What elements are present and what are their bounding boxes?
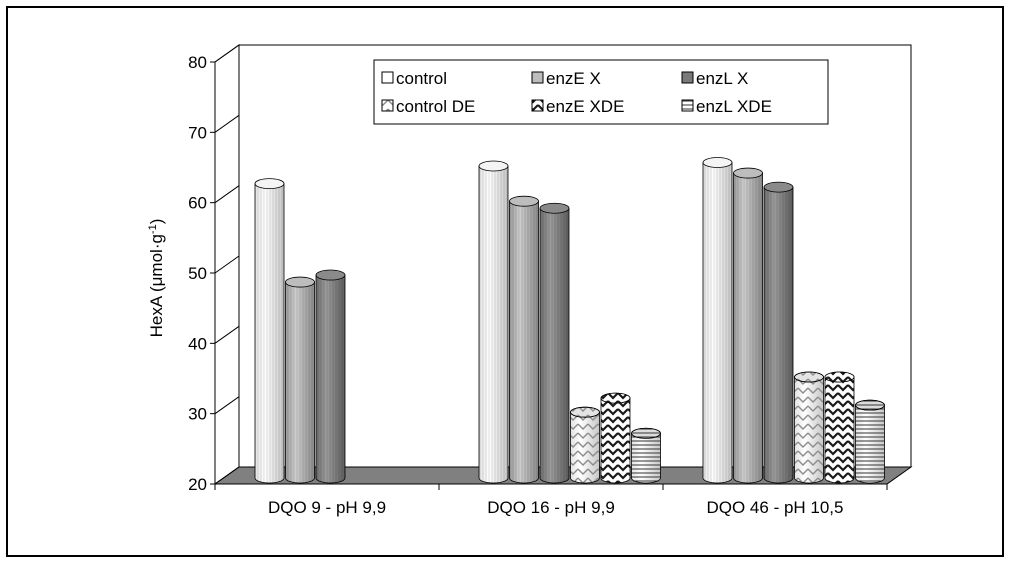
x-tick-label: DQO 46 - pH 10,5 — [706, 498, 843, 517]
legend-label: enzL XDE — [696, 97, 772, 116]
legend-swatch — [531, 71, 544, 84]
x-tick-label: DQO 16 - pH 9,9 — [487, 498, 615, 517]
bar-enze-xde-1 — [600, 392, 631, 484]
depth-tick — [214, 396, 240, 415]
legend-item-enzl-x: enzL X — [681, 69, 748, 88]
legend-swatch — [681, 99, 694, 112]
legend-item-enze-x: enzE X — [531, 69, 601, 88]
depth-tick — [214, 44, 240, 63]
legend-item-enze-xde: enzE XDE — [531, 97, 624, 116]
y-axis-label-superscript: -1 — [147, 224, 159, 234]
y-tick-label: 50 — [188, 264, 207, 283]
legend-label: enzE XDE — [546, 97, 624, 116]
bar-enze-x-2 — [733, 167, 763, 484]
depth-tick — [214, 185, 240, 204]
legend-label: control — [396, 69, 447, 88]
legend-label: enzL X — [696, 69, 748, 88]
legend-box — [373, 59, 829, 125]
bar-enzl-x-1 — [539, 202, 570, 484]
bar-enzl-xde-2 — [855, 399, 885, 484]
y-axis-label: HexA (μmol·g-1) — [147, 219, 166, 338]
x-tick-label: DQO 9 - pH 9,9 — [268, 498, 386, 517]
y-tick-label: 60 — [188, 194, 207, 213]
y-tick-label: 20 — [188, 475, 207, 494]
depth-tick — [214, 325, 240, 344]
legend-label: control DE — [396, 97, 475, 116]
legend-swatch — [381, 99, 394, 112]
bar-control-2 — [702, 157, 733, 484]
bar-control-1 — [478, 160, 509, 484]
legend: control enzE X enzL X control DE enzE XDE enz… — [373, 59, 829, 125]
bar-enze-x-0 — [285, 276, 315, 484]
bar-enze-x-1 — [509, 195, 539, 484]
bar-control-de-2 — [794, 371, 824, 484]
legend-item-control: control — [381, 69, 447, 88]
legend-item-enzl-xde: enzL XDE — [681, 97, 772, 116]
depth-tick — [214, 114, 240, 133]
bars-layer — [254, 157, 885, 484]
bar-enzl-x-2 — [763, 181, 794, 484]
legend-item-control-de: control DE — [381, 97, 475, 116]
y-axis-label-close: ) — [147, 219, 166, 225]
y-tick-label: 70 — [188, 123, 207, 142]
depth-tick — [214, 255, 240, 274]
legend-swatch — [531, 99, 544, 112]
y-tick-label: 30 — [188, 405, 207, 424]
y-tick-label: 80 — [188, 53, 207, 72]
bar-control-de-1 — [570, 406, 600, 484]
bar-enzl-x-0 — [315, 269, 346, 484]
depth-tick — [214, 466, 240, 485]
legend-swatch — [381, 71, 394, 84]
chart-svg: 20 30 40 50 60 70 80 DQO 9 - pH 9,9 DQO 16 - pH … — [147, 44, 913, 517]
legend-swatch — [681, 71, 694, 84]
bar-control-0 — [254, 178, 285, 484]
bar-enzl-xde-1 — [631, 427, 661, 484]
chart-frame: 20 30 40 50 60 70 80 DQO 9 - pH 9,9 DQO 16 - pH … — [6, 6, 1004, 557]
bar-enze-xde-2 — [824, 371, 855, 484]
legend-label: enzE X — [546, 69, 601, 88]
y-tick-label: 40 — [188, 334, 207, 353]
